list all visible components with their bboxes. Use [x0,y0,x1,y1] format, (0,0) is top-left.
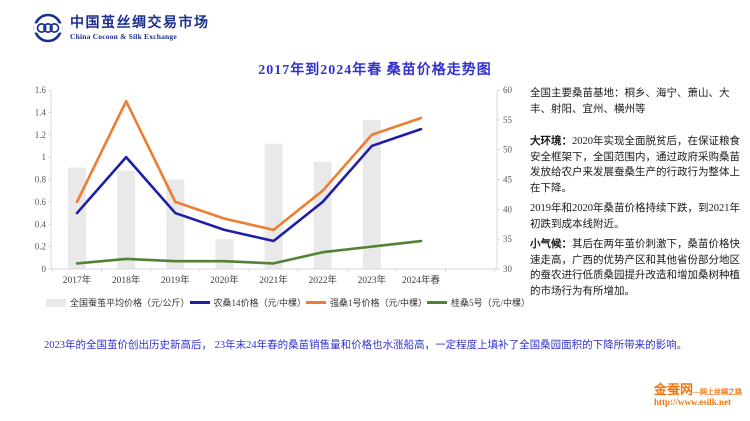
paragraph-macro-lead: 大环境： [530,136,572,147]
cocoon-avg-price-bars [117,170,136,269]
left-axis-tick-label: 1.6 [35,86,47,95]
paragraph-decline: 2019年和2020年桑苗价格持续下跌，到2021年初跌到成本线附近。 [530,203,740,230]
left-axis-tick-label: 0.4 [35,219,47,229]
x-axis-category-label: 2023年 [358,274,387,286]
bar-swatch-icon [46,298,66,307]
chart-title: 2017年到2024年春 桑苗价格走势图 [258,63,492,78]
x-axis-category-label: 2017年 [63,274,92,286]
right-axis-tick-label: 30 [503,264,513,274]
cocoon-avg-price-bars [362,119,381,269]
legend-label: 全国蚕茧平均价格（元/公斤） [70,298,190,308]
legend-item-qiangsang1: 强桑1号价格（元/中棵） [306,296,427,309]
x-axis-category-label: 2021年 [259,274,288,286]
cocoon-avg-price-bars [313,161,332,269]
left-axis-tick-label: 0.6 [35,197,47,207]
legend-label: 农桑14价格（元/中棵） [213,298,307,308]
guisang5-line [75,239,423,265]
legend-item-guisang5: 桂桑5号（元/中棵） [427,296,530,309]
cocoon-avg-price-bars [215,239,234,269]
legend-item-cocoon-price: 全国蚕茧平均价格（元/公斤） [46,296,190,309]
legend-label: 强桑1号价格（元/中棵） [330,298,428,308]
paragraph-bases: 全国主要桑苗基地：桐乡、海宁、萧山、大丰、射阳、宜州、横州等 [530,88,730,115]
right-axis-tick-label: 35 [503,234,513,244]
site-line: 金蚕网 —网上丝绸之路 [654,383,742,397]
paragraph-micro-lead: 小气候： [530,239,572,250]
right-axis-tick-label: 45 [503,175,513,185]
paragraph-micro-text: 其后在两年茧价刺激下，桑苗价格快速走高，广西的优势产区和其他省份部分地区的蚕农进… [530,239,740,297]
price-trend-chart: 0 0.2 0.4 0.6 0.8 1 1.2 1.4 1.6 30 35 40 45 50 55 60 201… [35,86,513,286]
chart-legend: 全国蚕茧平均价格（元/公斤） 农桑14价格（元/中棵） 强桑1号价格（元/中棵）… [46,296,530,309]
commentary-panel: 全国主要桑苗基地：桐乡、海宁、萧山、大丰、射阳、宜州、横州等 大环境：2020年… [530,86,746,299]
left-axis-tick-label: 1.2 [35,130,46,140]
legend-label: 桂桑5号（元/中棵） [451,298,531,308]
cocoon-avg-price-bars [68,167,86,269]
brand-name: 中国茧丝绸交易市场 [70,15,210,31]
x-axis-category-label: 2022年 [308,274,337,286]
cocoon-logo-icon [33,13,63,43]
brand-text: 中国茧丝绸交易市场 China Cocoon & Silk Exchange [70,16,210,41]
paragraph-micro: 小气候：其后在两年茧价刺激下，桑苗价格快速走高，广西的优势产区和其他省份部分地区… [530,237,746,299]
line-swatch-icon [427,301,448,304]
left-axis-tick-label: 0.8 [35,175,47,185]
right-axis-tick-label: 40 [503,204,513,214]
line-swatch-icon [189,301,210,304]
left-axis-tick-label: 1 [42,152,47,162]
x-axis-category-label: 2018年 [112,274,141,286]
cocoon-avg-price-bars [264,143,283,269]
right-axis-tick-label: 60 [503,86,513,95]
left-axis-tick-label: 0.2 [35,242,46,252]
footer: 金蚕网 —网上丝绸之路 http://www.esilk.net [654,383,742,408]
x-axis-category-label: 2019年 [161,274,190,286]
x-axis-category-label: 2024年春 [402,274,441,286]
nongsang14-line [75,127,423,243]
left-axis-tick-label: 0 [42,264,47,274]
right-axis-tick-label: 50 [503,145,513,155]
right-axis-tick-label: 55 [503,115,513,125]
paragraph-macro: 大环境：2020年实现全面脱贫后，在保证粮食安全框架下，全国范围内，通过政府采购… [530,134,746,196]
footnote: 2023年的全国茧价创出历史新高后， 23年末24年春的桑苗销售量和价格也水涨船… [44,340,688,351]
legend-item-nongsang14: 农桑14价格（元/中棵） [189,296,307,309]
header: 中国茧丝绸交易市场 China Cocoon & Silk Exchange [33,13,210,43]
paragraph-macro-text: 2020年实现全面脱贫后，在保证粮食安全框架下，全国范围内，通过政府采购桑苗发放… [530,136,740,194]
site-url: http://www.esilk.net [654,397,732,407]
qiangsang1-line [75,99,423,232]
brand-name-en: China Cocoon & Silk Exchange [70,31,177,41]
left-axis-tick-label: 1.4 [35,107,47,117]
cocoon-avg-price-bars [166,179,185,269]
site-slogan: —网上丝绸之路 [693,388,743,396]
line-swatch-icon [306,301,327,304]
x-axis-category-label: 2020年 [210,274,239,286]
site-name: 金蚕网 [654,382,694,397]
